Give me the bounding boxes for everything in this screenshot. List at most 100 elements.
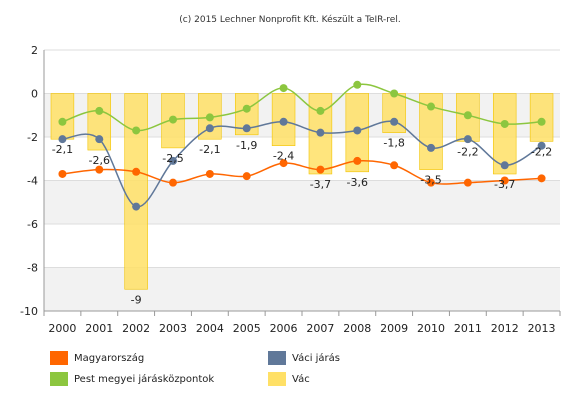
series-point [169,115,177,124]
series-point [353,126,362,135]
y-tick-label: -10 [20,305,38,318]
series-point [353,156,362,165]
y-tick-label: -4 [27,175,38,188]
series-point [537,174,546,183]
line-series [58,80,546,211]
data-label: -3,7 [310,178,331,191]
legend-label: Váci járás [292,352,341,364]
x-tick-label: 2001 [85,322,113,335]
plot-band [44,267,560,311]
x-tick-label: 2007 [306,322,334,335]
data-label: -2,1 [52,143,73,156]
x-tick-label: 2010 [417,322,445,335]
data-labels: -2,1 -2,6 -9 -2,5 -2,1 -1,9 -2,4 -3,7 -3,6 -1,8 -3… [52,137,553,307]
series-point [132,202,141,211]
y-tick-label: -6 [27,218,38,231]
series-point [95,135,104,144]
legend-label: Magyarország [74,352,145,364]
series-point [242,104,251,113]
series-point [316,165,325,174]
series-point [279,159,288,168]
series-point [58,117,67,126]
bar [419,93,443,170]
data-label: -1,8 [383,137,404,150]
data-label: -3,5 [420,174,441,187]
y-tick-label: 0 [31,88,38,101]
series-point [390,161,399,170]
x-tick-label: 2004 [196,322,224,335]
data-label: -2,4 [273,150,294,163]
x-tick-label: 2008 [343,322,371,335]
data-label: -2,5 [162,152,183,165]
series-point [205,169,214,178]
legend-item-vac[interactable]: Vác [268,372,310,386]
series-point [463,111,472,120]
data-label: -1,9 [236,139,257,152]
data-label: -2,6 [89,154,110,167]
data-label: -3,7 [494,178,515,191]
axes: 2 0 -2 -4 -6 -8 -10 2000 2001 2002 2003 2004 2005 200… [20,44,561,335]
series-point [58,169,67,178]
legend-swatch [50,372,68,386]
legend-item-magyarorszag[interactable]: Magyarország [50,351,144,365]
x-tick-label: 2011 [454,322,482,335]
chart-credit: (c) 2015 Lechner Nonprofit Kft. Készült … [179,14,400,25]
legend-item-vaci-jaras[interactable]: Váci járás [268,351,340,365]
legend-swatch [268,351,286,365]
bar [234,93,259,136]
series-point [500,161,509,170]
plot-band [44,180,560,224]
series-point [500,119,509,128]
x-tick-label: 2000 [48,322,76,335]
bar [50,93,75,140]
legend: Magyarország Váci járás Pest megyei járá… [50,347,570,397]
combo-chart: (c) 2015 Lechner Nonprofit Kft. Készült … [20,14,561,335]
y-tick-label: 2 [31,44,38,57]
data-label: -2,2 [457,145,478,158]
x-tick-label: 2013 [528,322,556,335]
x-tick-label: 2009 [380,322,408,335]
plot-bands [44,93,560,311]
series-point [169,178,177,187]
series-point [427,102,435,111]
x-tick-label: 2002 [122,322,150,335]
bar-series-vac [50,93,554,290]
x-tick-label: 2006 [270,322,298,335]
series-point [242,172,251,181]
data-label: -2,1 [199,143,220,156]
series-point [390,89,399,98]
bar [492,93,517,175]
series-point [95,165,104,174]
series-point [169,156,177,165]
series-point [463,135,472,144]
data-label: -9 [131,293,142,306]
series-point [316,106,325,115]
y-tick-label: -8 [27,262,38,275]
series-point [316,128,325,137]
legend-item-pest-megyei-jaraskozpontok[interactable]: Pest megyei járásközpontok [50,372,214,386]
x-tick-label: 2003 [159,322,187,335]
data-label: -2,2 [531,145,552,158]
data-label: -3,6 [347,176,368,189]
series-point [427,178,435,187]
legend-label: Vác [292,373,310,385]
bar [529,93,554,142]
series-point [132,167,141,176]
bar [124,93,148,290]
series-point [205,124,214,133]
legend-swatch [50,351,68,365]
legend-swatch [268,372,286,386]
series-point [500,176,509,185]
series-point [205,113,214,122]
series-point [353,80,362,89]
series-point [279,117,288,126]
series-point [132,126,141,135]
series-point [463,178,472,187]
series-point [242,124,251,133]
series-point [58,135,67,144]
x-tick-label: 2005 [233,322,261,335]
y-tick-label: -2 [27,131,38,144]
series-point [537,117,546,126]
series-point [279,84,288,93]
